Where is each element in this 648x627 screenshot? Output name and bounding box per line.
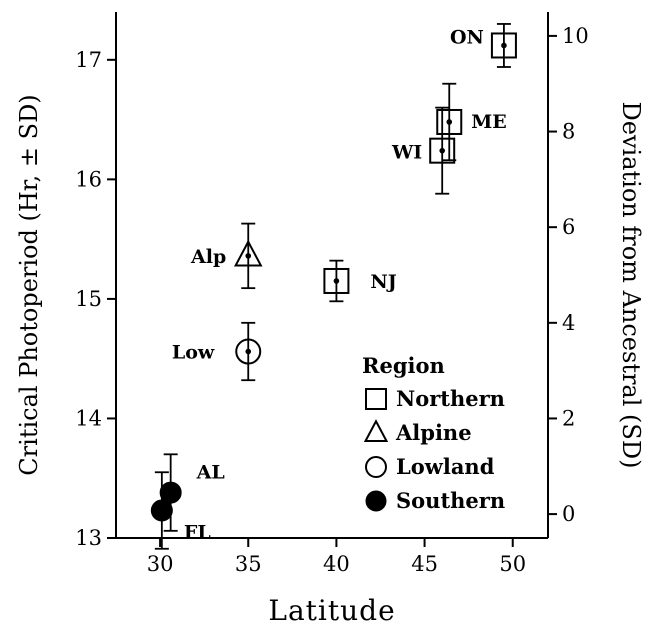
y-tick-label: 17 (75, 48, 102, 72)
legend-marker-northern (365, 388, 387, 410)
marker-northern (323, 267, 350, 294)
legend: Region Northern Alpine Lowland Southern (362, 353, 505, 513)
center-dot (333, 278, 340, 284)
point-label: Alp (190, 246, 226, 268)
point-label: Low (172, 342, 215, 364)
x-tick-label: 50 (499, 552, 526, 576)
marker-northern (429, 137, 456, 164)
legend-label: Northern (396, 386, 505, 411)
marker-alpine (233, 239, 263, 267)
y2-tick-label: 2 (562, 406, 575, 430)
legend-label: Southern (396, 488, 505, 513)
y2-axis-label: Deviation from Ancestral (SD) (617, 102, 645, 469)
legend-title: Region (362, 353, 445, 378)
marker-southern (159, 481, 182, 504)
point-label: WI (391, 142, 422, 164)
x-tick-label: 35 (235, 552, 262, 576)
y2-tick-label: 10 (562, 24, 589, 48)
axes: 30 35 40 45 50 13 14 15 16 17 0 2 4 6 8 10 Latitude Criti… (15, 12, 645, 627)
data-point-on: ON (450, 23, 517, 68)
center-dot (245, 348, 252, 355)
y-tick-label: 15 (75, 287, 102, 311)
y2-tick-label: 8 (562, 120, 575, 144)
data-point-al: AL (159, 453, 225, 532)
legend-entry-southern: Southern (365, 488, 505, 513)
center-dot (245, 253, 252, 259)
center-dot (446, 119, 453, 125)
data-point-alp: Alp (190, 222, 263, 290)
marker-northern (490, 32, 517, 59)
y2-tick-label: 4 (562, 311, 575, 335)
legend-label: Lowland (396, 454, 495, 479)
x-tick-label: 40 (323, 552, 350, 576)
legend-entry-lowland: Lowland (365, 454, 495, 479)
marker-southern (150, 499, 173, 522)
center-dot (501, 42, 507, 49)
point-label: NJ (370, 271, 396, 293)
data-point-nj: NJ (323, 259, 397, 303)
y2-tick-label: 6 (562, 215, 575, 239)
x-tick-label: 30 (147, 552, 174, 576)
y-tick-label: 14 (75, 406, 102, 430)
point-label: ME (471, 111, 507, 133)
marker-northern (436, 108, 463, 135)
x-tick-label: 45 (411, 552, 438, 576)
point-label: FL (184, 522, 211, 544)
x-axis-label: Latitude (268, 594, 395, 627)
data-marks: ON ME WI NJ Alp Low AL FL (150, 23, 517, 550)
center-dot (439, 147, 446, 154)
legend-marker-lowland (365, 456, 387, 478)
data-point-me: ME (436, 82, 507, 162)
y-axis-label: Critical Photoperiod (Hr, ± SD) (15, 94, 43, 475)
data-point-wi: WI (391, 106, 456, 195)
y-tick-label: 16 (75, 167, 102, 191)
marker-lowland (235, 338, 262, 365)
legend-entry-alpine: Alpine (363, 419, 472, 445)
point-label: AL (196, 462, 225, 484)
legend-entry-northern: Northern (365, 386, 505, 411)
legend-label: Alpine (395, 420, 472, 445)
y-tick-label: 13 (75, 526, 102, 550)
y2-tick-label: 0 (562, 502, 575, 526)
legend-marker-southern (365, 490, 387, 512)
data-point-fl: FL (150, 471, 211, 550)
legend-marker-alpine (363, 419, 389, 442)
data-point-low: Low (172, 321, 262, 382)
point-label: ON (450, 26, 484, 48)
